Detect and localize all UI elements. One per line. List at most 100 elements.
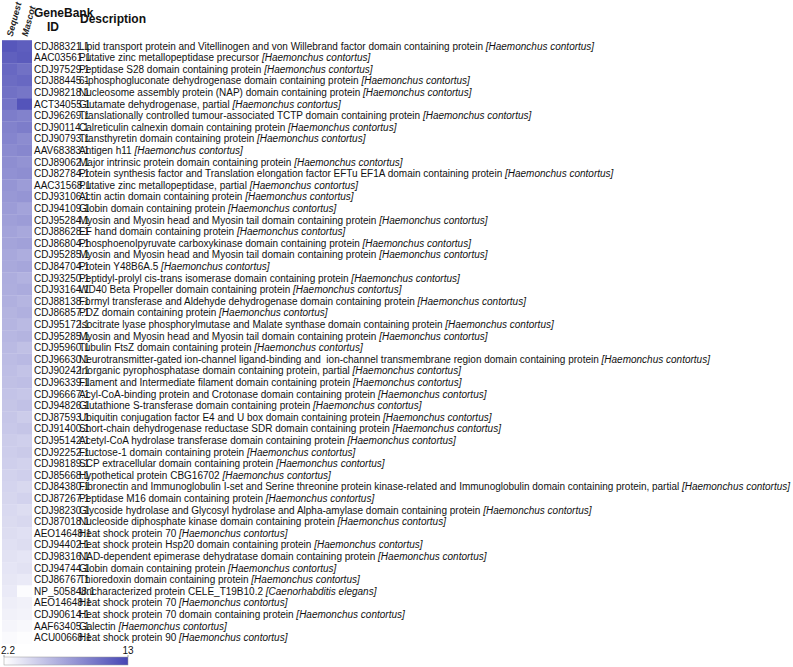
- heat-cell: [17, 307, 32, 319]
- description-text: PDZ domain containing protein: [79, 307, 219, 318]
- heat-cell: [2, 284, 17, 296]
- heat-cell: [2, 63, 17, 75]
- heat-cell: [2, 342, 17, 354]
- description-text: Globin domain containing protein: [79, 203, 228, 214]
- description-text: Heat shock protein 70: [79, 597, 179, 608]
- heat-cell: [17, 597, 32, 609]
- organism: [Haemonchus contortus]: [346, 435, 456, 446]
- description-header: Description: [80, 12, 146, 26]
- organism: [Haemonchus contortus]: [287, 122, 397, 133]
- heat-cell: [2, 156, 17, 168]
- heat-cell: [17, 110, 32, 122]
- organism: [Haemonchus contortus]: [352, 365, 462, 376]
- organism: [Haemonchus contortus]: [236, 226, 346, 237]
- description: Acetyl-CoA hydrolase transferase domain …: [79, 435, 456, 446]
- description: Transthyretin domain containing protein …: [79, 133, 366, 144]
- description: Globin domain containing protein [Haemon…: [79, 563, 337, 574]
- organism: [Haemonchus contortus]: [392, 423, 502, 434]
- organism: [Haemonchus contortus]: [362, 87, 472, 98]
- heat-cell: [17, 284, 32, 296]
- description: Phosphoenolpyruvate carboxykinase domain…: [79, 238, 471, 249]
- description: Heat shock protein Hsp20 domain containi…: [79, 539, 423, 550]
- heat-cell: [2, 110, 17, 122]
- heat-cell: [17, 400, 32, 412]
- heat-cell: [17, 585, 32, 597]
- colorbar-label: 2.2: [1, 645, 15, 656]
- description: 6-phosphogluconate dehydrogenase domain …: [79, 75, 470, 86]
- heat-cell: [17, 342, 32, 354]
- heat-cell: [2, 388, 17, 400]
- organism: [Haemonchus contortus]: [275, 458, 385, 469]
- description: Actin actin domain containing protein [H…: [79, 191, 354, 202]
- heat-cell: [17, 562, 32, 574]
- description: Inorganic pyrophosphatase domain contain…: [79, 365, 461, 376]
- description: Glutamate dehydrogenase, partial [Haemon…: [79, 99, 341, 110]
- organism: [Haemonchus contortus]: [244, 191, 354, 202]
- heat-cell: [17, 87, 32, 99]
- description-text: Heat shock protein Hsp20 domain containi…: [79, 539, 314, 550]
- heat-cell: [17, 145, 32, 157]
- organism: [Haemonchus contortus]: [178, 528, 288, 539]
- description-text: WD40 Beta Propeller domain containing pr…: [79, 284, 293, 295]
- description-text: Acyl-CoA-binding protein and Crotonase d…: [79, 389, 378, 400]
- heat-cell: [17, 469, 32, 481]
- description: Short-chain dehydrogenase reductase SDR …: [79, 423, 501, 434]
- heat-cell: [2, 307, 17, 319]
- heat-cell: [17, 237, 32, 249]
- heat-cell: [17, 446, 32, 458]
- heat-cell: [17, 261, 32, 273]
- organism: [Haemonchus contortus]: [265, 493, 375, 504]
- description-text: Fibronectin and Immunoglobulin I-set and…: [79, 481, 682, 492]
- organism: [Haemonchus contortus]: [178, 597, 288, 608]
- heat-cell: [17, 574, 32, 586]
- description-text: Protein Y48B6A.5: [79, 261, 161, 272]
- heat-cell: [17, 458, 32, 470]
- heat-cell: [2, 504, 17, 516]
- heat-cell: [2, 551, 17, 563]
- heat-cell: [17, 411, 32, 423]
- description-text: Actin actin domain containing protein: [79, 191, 245, 202]
- description: Myosin and Myosin head and Myosin tail d…: [79, 249, 488, 260]
- heat-cell: [17, 226, 32, 238]
- heat-cell: [2, 458, 17, 470]
- description: NAD-dependent epimerase dehydratase doma…: [79, 551, 487, 562]
- organism: [Haemonchus contortus]: [292, 284, 402, 295]
- heat-cell: [2, 40, 17, 52]
- description: Acyl-CoA-binding protein and Crotonase d…: [79, 389, 487, 400]
- description-text: Peptidyl-prolyl cis-trans isomerase doma…: [79, 273, 351, 284]
- description-text: Ubiquitin conjugation factor E4 and U bo…: [79, 412, 383, 423]
- heat-cell: [2, 435, 17, 447]
- description: Thioredoxin domain containing protein [H…: [79, 574, 360, 585]
- description-text: Lipid transport protein and Vitellinogen…: [79, 41, 486, 52]
- heat-cell: [17, 63, 32, 75]
- organism: [Haemonchus contortus]: [417, 296, 527, 307]
- description: Antigen h11 [Haemonchus contortus]: [79, 145, 243, 156]
- heat-cell: [17, 539, 32, 551]
- organism: [Haemonchus contortus]: [422, 110, 532, 121]
- organism: [Haemonchus contortus]: [377, 389, 487, 400]
- description: Uncharacterized protein CELE_T19B10.2 [C…: [79, 586, 377, 597]
- heatmap-figure: SequestMascotGeneBankIDDescriptionCDJ883…: [0, 0, 793, 667]
- heat-cell: [17, 481, 32, 493]
- description-text: SCP extracellular domain containing prot…: [79, 458, 276, 469]
- description: Lipid transport protein and Vitellinogen…: [79, 41, 594, 52]
- organism: [Haemonchus contortus]: [601, 354, 711, 365]
- description-text: Isocitrate lyase phosphorylmutase and Ma…: [79, 319, 445, 330]
- description: Calreticulin calnexin domain containing …: [79, 122, 397, 133]
- description: Nucleosome assembly protein (NAP) domain…: [79, 87, 472, 98]
- heat-cell: [17, 493, 32, 505]
- description: Peptidyl-prolyl cis-trans isomerase doma…: [79, 273, 460, 284]
- heat-cell: [2, 75, 17, 87]
- description-text: Nucleosome assembly protein (NAP) domain…: [79, 87, 363, 98]
- description: EF hand domain containing protein [Haemo…: [79, 226, 346, 237]
- description-text: 6-phosphogluconate dehydrogenase domain …: [79, 75, 361, 86]
- organism: [Haemonchus contortus]: [378, 249, 488, 260]
- description: Myosin and Myosin head and Myosin tail d…: [79, 331, 488, 342]
- heat-cell: [17, 353, 32, 365]
- organism: [Haemonchus contortus]: [221, 470, 331, 481]
- description-text: Myosin and Myosin head and Myosin tail d…: [79, 215, 379, 226]
- heat-cell: [17, 330, 32, 342]
- description: Heat shock protein 90 [Haemonchus contor…: [79, 632, 288, 643]
- heat-cell: [2, 133, 17, 145]
- heat-cell: [2, 400, 17, 412]
